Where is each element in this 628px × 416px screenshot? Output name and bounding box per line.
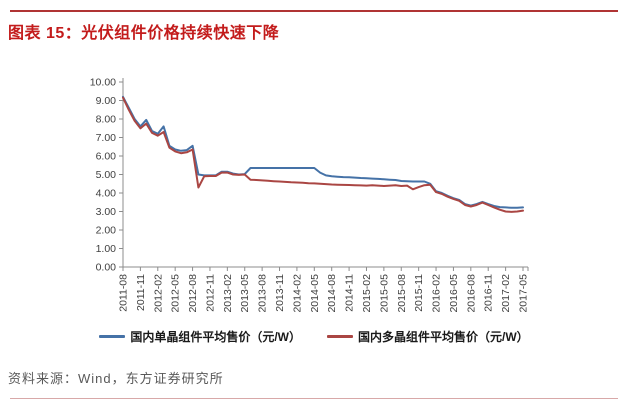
x-axis-tick-labels: 2011-08 2011-11 2012-02 2012-05 2012-08 2012-… (118, 274, 530, 313)
x-tick-label: 2011-11 (135, 274, 147, 311)
legend-line-swatch (327, 335, 353, 338)
chart-legend: 国内单晶组件平均售价（元/W） 国内多晶组件平均售价（元/W） (0, 328, 628, 345)
y-tick-label: 6.00 (96, 151, 117, 163)
y-tick-label: 2.00 (96, 225, 117, 237)
chart-series-lines (122, 95, 524, 213)
y-tick-label: 8.00 (96, 114, 117, 126)
x-tick-label: 2013-08 (257, 274, 269, 313)
x-tick-label: 2016-08 (465, 274, 477, 313)
legend-label: 国内单晶组件平均售价（元/W） (130, 330, 301, 344)
x-tick-label: 2012-11 (204, 274, 216, 312)
x-tick-label: 2013-05 (239, 274, 251, 313)
top-divider (10, 10, 618, 12)
x-tick-label: 2015-02 (361, 274, 373, 313)
series-line-1 (122, 96, 524, 213)
x-tick-label: 2012-08 (187, 274, 199, 313)
y-axis-tick-labels: 0.00 1.00 2.00 3.00 4.00 5.00 6.00 7.00 8.00 9.00… (90, 77, 116, 274)
y-tick-label: 0.00 (96, 262, 117, 274)
legend-line-swatch (99, 335, 126, 338)
y-tick-label: 4.00 (96, 188, 117, 200)
x-tick-label: 2017-05 (518, 274, 530, 313)
chart-axes (119, 78, 529, 271)
legend-item-1: 国内多晶组件平均售价（元/W） (327, 328, 529, 345)
x-tick-label: 2015-11 (413, 274, 425, 312)
y-tick-label: 10.00 (90, 77, 116, 89)
x-tick-label: 2014-02 (291, 274, 303, 313)
y-tick-label: 5.00 (96, 169, 117, 181)
y-tick-label: 7.00 (96, 132, 117, 144)
y-tick-label: 9.00 (96, 95, 117, 107)
y-tick-label: 1.00 (96, 243, 117, 255)
price-line-chart: 0.00 1.00 2.00 3.00 4.00 5.00 6.00 7.00 8.00 9.00… (90, 77, 530, 313)
x-tick-label: 2012-05 (170, 274, 182, 313)
x-tick-label: 2013-02 (222, 274, 234, 313)
x-tick-label: 2012-02 (152, 274, 164, 313)
x-tick-label: 2014-11 (344, 274, 356, 312)
x-tick-label: 2015-05 (378, 274, 390, 313)
x-tick-label: 2011-08 (118, 274, 130, 312)
x-tick-label: 2016-11 (483, 274, 495, 312)
y-tick-label: 3.00 (96, 206, 117, 218)
figure-title: 图表 15：光伏组件价格持续快速下降 (8, 25, 280, 42)
legend-label: 国内多晶组件平均售价（元/W） (358, 330, 529, 344)
x-tick-label: 2013-11 (274, 274, 286, 312)
x-tick-label: 2017-02 (500, 274, 512, 313)
legend-item-0: 国内单晶组件平均售价（元/W） (99, 328, 301, 345)
x-tick-label: 2014-05 (309, 274, 321, 313)
bottom-divider (10, 398, 618, 399)
data-source-note: 资料来源：Wind，东方证券研究所 (8, 371, 224, 386)
x-tick-label: 2016-02 (431, 274, 443, 313)
x-tick-label: 2014-08 (326, 274, 338, 313)
x-tick-label: 2015-08 (396, 274, 408, 313)
x-tick-label: 2016-05 (448, 274, 460, 313)
